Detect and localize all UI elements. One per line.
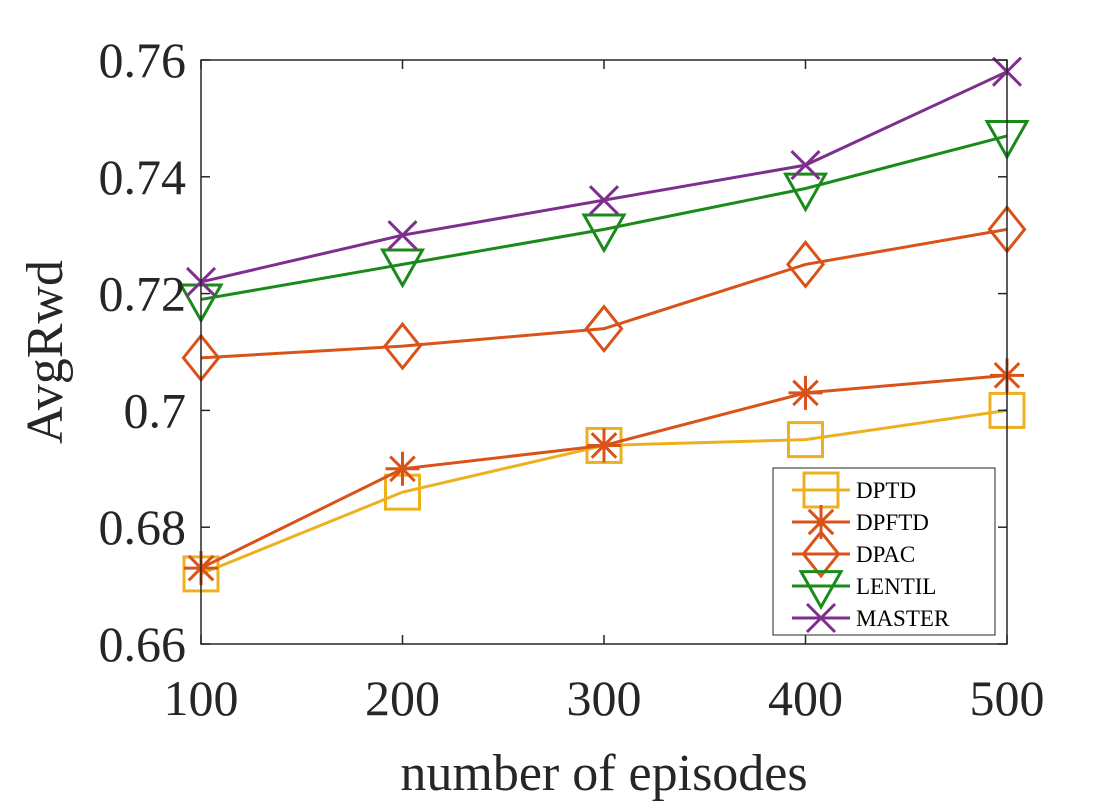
legend-label-master: MASTER (856, 606, 950, 631)
legend-marker-dpftd (804, 505, 838, 539)
legend: DPTD DPFTD DPAC LENTIL MASTER (772, 467, 996, 636)
data-point-master (588, 185, 620, 216)
legend-entry-dpac: DPAC (792, 529, 915, 579)
legend-entry-lentil: LENTIL (792, 570, 936, 611)
x-tick-label: 300 (567, 670, 642, 726)
legend-label-dpftd: DPFTD (856, 510, 929, 535)
y-tick-label: 0.76 (99, 32, 187, 88)
series-lentil (178, 120, 1030, 324)
data-point-master (387, 220, 418, 251)
data-point-lentil (782, 172, 829, 213)
legend-entry-master: MASTER (792, 602, 950, 634)
x-tick-label: 200 (365, 670, 440, 726)
legend-label-dptd: DPTD (856, 478, 916, 503)
data-point-dpac (584, 304, 624, 354)
y-axis-title: AvgRwd (17, 260, 74, 444)
data-point-dpftd (587, 428, 621, 463)
data-point-master (790, 150, 821, 181)
x-axis-title: number of episodes (400, 745, 807, 802)
series-line-dpac (200, 227, 1008, 360)
x-tick-label: 100 (164, 670, 239, 726)
y-tick-label: 0.68 (99, 499, 187, 555)
legend-marker-master (805, 602, 837, 634)
data-point-dpftd (788, 375, 823, 410)
data-point-lentil (581, 213, 627, 254)
y-tick-label: 0.66 (99, 616, 187, 672)
y-tick-label: 0.7 (124, 382, 187, 438)
data-point-dpftd (385, 451, 420, 486)
legend-entry-dpftd: DPFTD (792, 505, 929, 539)
legend-entry-dptd: DPTD (792, 471, 916, 509)
series-dpac (181, 204, 1027, 383)
data-point-lentil (379, 248, 426, 289)
ticks-layer: 100 200 300 400 500 0.66 0.68 0.7 0.72 0.74 0.76 (99, 32, 1045, 726)
legend-label-lentil: LENTIL (856, 574, 936, 599)
x-tick-label: 400 (768, 670, 843, 726)
series-line-lentil (200, 134, 1008, 301)
x-tick-label: 500 (970, 670, 1045, 726)
legend-label-dpac: DPAC (856, 542, 915, 567)
data-point-dpac (382, 321, 423, 371)
data-point-dptd (787, 421, 824, 459)
y-tick-label: 0.74 (99, 149, 187, 205)
data-point-dpac (785, 239, 826, 289)
series-master (185, 56, 1023, 297)
legend-marker-lentil (798, 570, 844, 611)
legend-marker-dpac (801, 529, 841, 579)
y-tick-label: 0.72 (99, 266, 187, 322)
